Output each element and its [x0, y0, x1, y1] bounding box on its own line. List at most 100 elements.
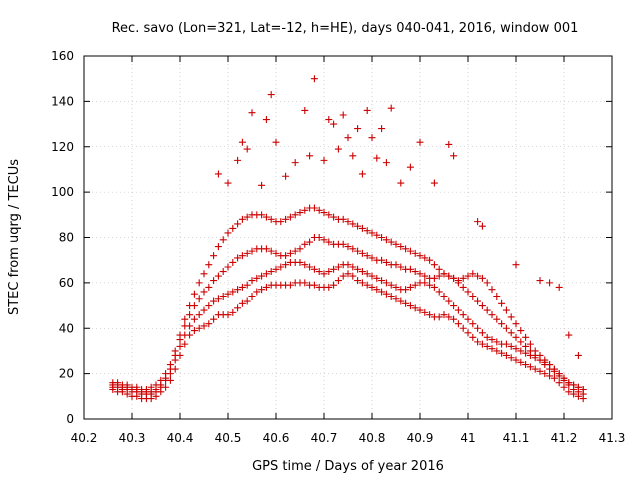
data-point: [555, 370, 563, 378]
data-point: [560, 374, 568, 382]
data-point: [416, 252, 424, 260]
data-points: [109, 75, 587, 403]
data-point: [378, 288, 386, 296]
data-point: [291, 247, 299, 255]
data-point: [421, 279, 429, 287]
data-point: [349, 220, 357, 228]
data-point: [181, 340, 189, 348]
data-point: [517, 347, 525, 355]
data-point: [282, 172, 290, 180]
data-point: [306, 263, 314, 271]
chart-title: Rec. savo (Lon=321, Lat=-12, h=HE), days…: [112, 21, 579, 36]
data-point: [229, 308, 237, 316]
data-point: [416, 270, 424, 278]
data-point: [522, 342, 530, 350]
data-point: [330, 265, 338, 273]
data-point: [320, 236, 328, 244]
data-point: [349, 245, 357, 253]
data-point: [483, 306, 491, 314]
data-point: [190, 290, 198, 298]
data-point: [262, 213, 270, 221]
data-point: [282, 252, 290, 260]
data-point: [214, 243, 222, 251]
data-point: [258, 286, 266, 294]
data-point: [498, 349, 506, 357]
data-point: [262, 283, 270, 291]
data-point: [430, 274, 438, 282]
data-point: [469, 292, 477, 300]
data-point: [320, 156, 328, 164]
data-point: [195, 324, 203, 332]
data-point: [229, 288, 237, 296]
data-point: [392, 240, 400, 248]
data-point: [219, 268, 227, 276]
y-tick-label: 140: [51, 94, 74, 108]
data-point: [416, 306, 424, 314]
data-point: [210, 315, 218, 323]
data-point: [162, 370, 170, 378]
data-point: [474, 218, 482, 226]
data-point: [354, 277, 362, 285]
data-point: [238, 299, 246, 307]
data-point: [277, 218, 285, 226]
data-point: [176, 342, 184, 350]
data-point: [402, 299, 410, 307]
data-point: [224, 179, 232, 187]
data-point: [253, 288, 261, 296]
data-point: [426, 256, 434, 264]
data-point: [349, 272, 357, 280]
data-point: [301, 206, 309, 214]
data-point: [512, 261, 520, 269]
data-point: [344, 134, 352, 142]
data-point: [190, 327, 198, 335]
data-point: [402, 286, 410, 294]
data-point: [267, 91, 275, 99]
data-point: [483, 333, 491, 341]
data-point: [565, 331, 573, 339]
data-point: [296, 258, 304, 266]
data-point: [502, 340, 510, 348]
data-point: [392, 261, 400, 269]
data-point: [421, 272, 429, 280]
data-point: [502, 324, 510, 332]
data-point: [574, 351, 582, 359]
data-point: [186, 311, 194, 319]
data-point: [445, 313, 453, 321]
data-point: [358, 170, 366, 178]
data-point: [344, 218, 352, 226]
x-tick-label: 40.5: [215, 431, 242, 445]
data-point: [330, 281, 338, 289]
data-point: [430, 283, 438, 291]
data-point: [387, 292, 395, 300]
data-point: [426, 311, 434, 319]
data-point: [507, 329, 515, 337]
data-point: [502, 306, 510, 314]
data-point: [488, 286, 496, 294]
data-point: [406, 302, 414, 310]
data-point: [224, 263, 232, 271]
y-tick-label: 40: [59, 321, 74, 335]
data-point: [522, 349, 530, 357]
data-point: [114, 379, 122, 387]
data-point: [445, 140, 453, 148]
x-tick-label: 41: [460, 431, 475, 445]
data-point: [248, 109, 256, 117]
data-point: [306, 238, 314, 246]
data-point: [382, 159, 390, 167]
data-point: [272, 138, 280, 146]
data-point: [248, 277, 256, 285]
data-point: [402, 245, 410, 253]
data-point: [435, 265, 443, 273]
data-point: [205, 283, 213, 291]
data-point: [368, 283, 376, 291]
data-point: [517, 338, 525, 346]
data-point: [445, 297, 453, 305]
data-point: [488, 311, 496, 319]
data-point: [378, 277, 386, 285]
data-point: [224, 311, 232, 319]
data-point: [397, 297, 405, 305]
data-point: [488, 345, 496, 353]
x-tick-label: 40.4: [167, 431, 194, 445]
data-point: [262, 116, 270, 124]
